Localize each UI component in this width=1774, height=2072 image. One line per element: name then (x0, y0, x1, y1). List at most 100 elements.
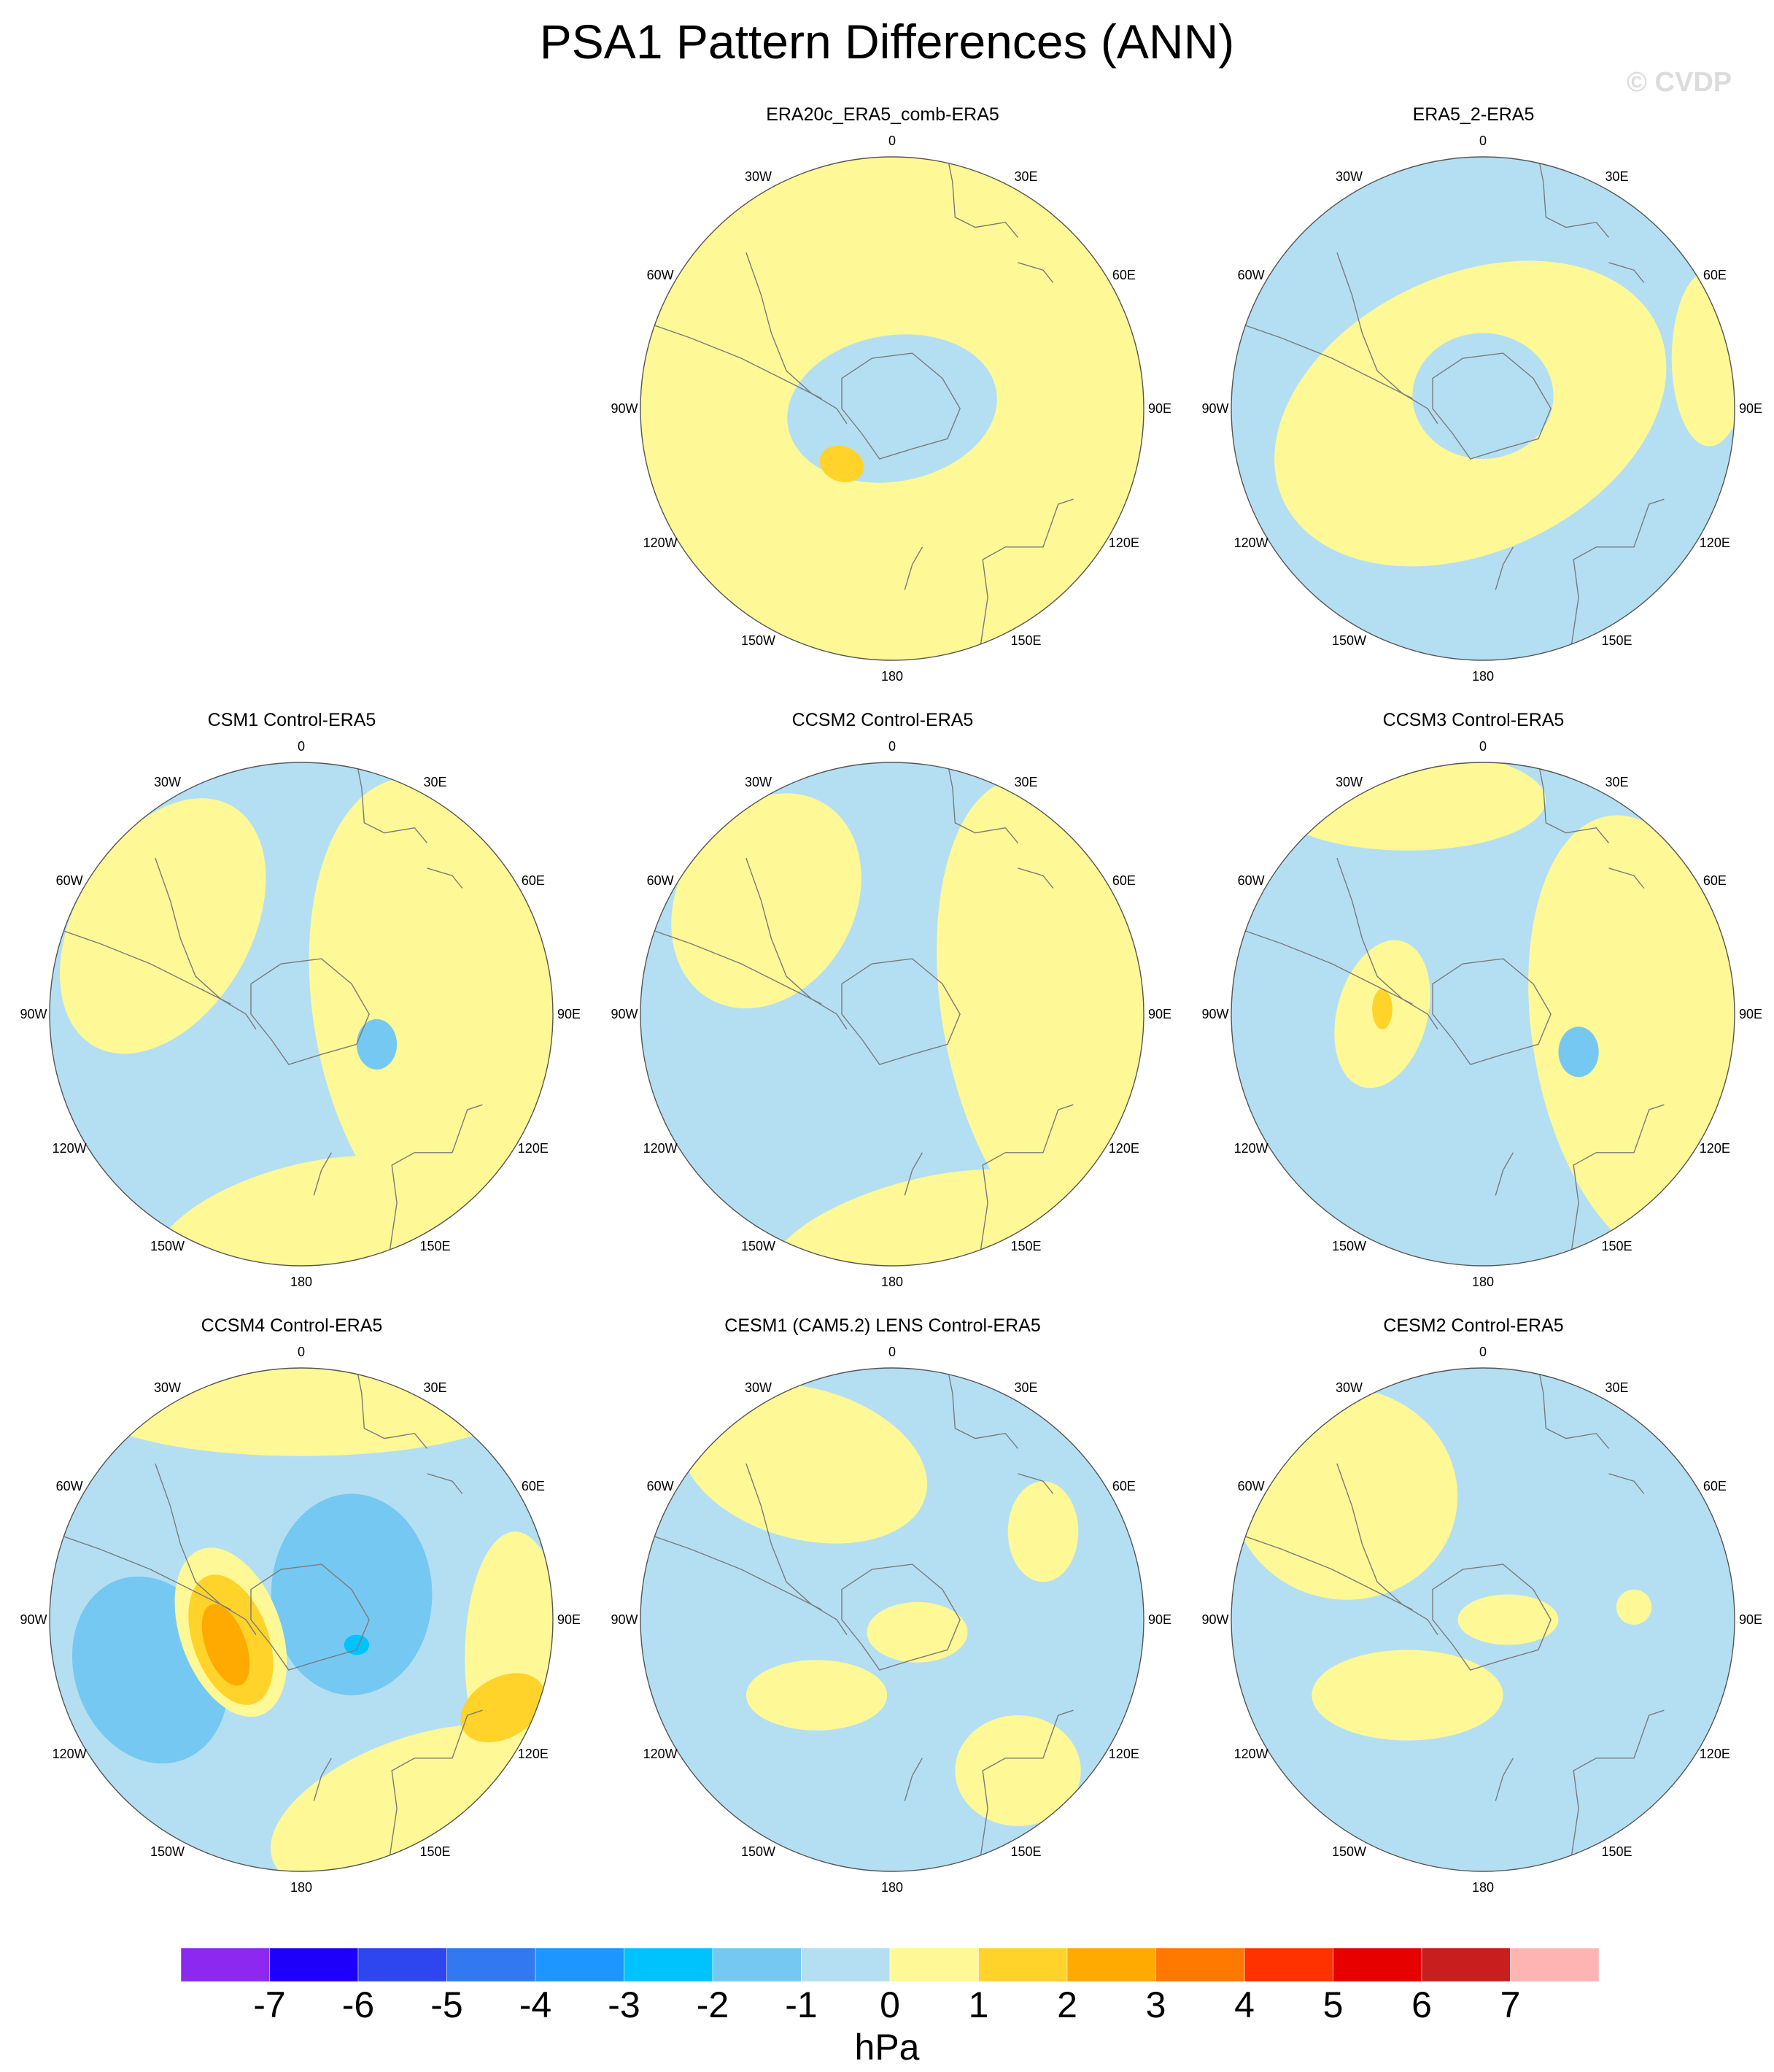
coastline (1608, 1473, 1645, 1494)
longitude-label: 90W (1201, 1007, 1229, 1021)
colorbar-tick-label: -2 (696, 1984, 729, 2025)
coastline (1608, 867, 1645, 889)
longitude-label: 90W (611, 1612, 638, 1627)
longitude-label: 30E (423, 775, 447, 790)
longitude-label: 180 (880, 1880, 904, 1895)
longitude-label: 0 (1479, 134, 1487, 148)
map-border (640, 156, 1144, 661)
longitude-label: 150W (150, 1844, 185, 1859)
colorbar-tick-label: 3 (1145, 1984, 1166, 2025)
longitude-label: 60E (521, 873, 545, 888)
coastline (1570, 1104, 1665, 1253)
panel-title: CCSM4 Control-ERA5 (201, 1315, 383, 1336)
longitude-label: 0 (297, 1345, 305, 1359)
longitude-label: 120E (1108, 1746, 1139, 1761)
longitude-label: 150E (1010, 1844, 1042, 1859)
longitude-label: 150W (1331, 633, 1367, 648)
longitude-label: 150W (740, 1844, 776, 1859)
longitude-label: 180 (880, 1275, 904, 1289)
longitude-label: 120W (1233, 1140, 1268, 1156)
coastline (1495, 1758, 1514, 1801)
colorbar-swatch (1333, 1948, 1422, 1982)
longitude-label: 120W (643, 535, 678, 550)
longitude-label: 60W (1237, 873, 1265, 888)
longitude-label: 150E (419, 1844, 451, 1859)
coastline (1432, 352, 1552, 460)
contour-region (819, 445, 864, 482)
contour-region (1007, 1481, 1079, 1582)
longitude-label: 30E (1605, 169, 1629, 185)
contour-region (356, 1018, 398, 1070)
map-panel: CSM1 Control-ERA5 0 30E 60E 90E 120E 150E 180 15… (7, 708, 581, 1306)
coastline (389, 1709, 483, 1859)
coastline (904, 546, 923, 590)
coastline (1432, 958, 1552, 1065)
map-border (1231, 156, 1735, 661)
longitude-label: 120W (1233, 1746, 1268, 1761)
longitude-label: 30W (153, 775, 181, 790)
coastline (155, 1463, 257, 1636)
contour-fields (50, 762, 553, 1266)
longitude-label: 30W (1335, 775, 1363, 790)
longitude-label: 150W (1331, 1844, 1367, 1859)
longitude-label: 30W (1335, 1380, 1363, 1396)
coastline (1538, 157, 1610, 238)
longitude-label: 90E (1738, 1007, 1763, 1021)
longitude-label: 90E (1738, 401, 1763, 416)
longitude-label: 90E (1738, 1612, 1763, 1627)
longitude-label: 30E (423, 1380, 447, 1396)
longitude-label: 180 (290, 1275, 313, 1289)
contour-region (87, 1368, 516, 1456)
coastline (427, 1473, 463, 1494)
colorbar-swatch (712, 1948, 802, 1982)
longitude-label: 120W (52, 1746, 87, 1761)
map-border (640, 1367, 1144, 1872)
colorbar-tick-label: -5 (430, 1984, 463, 2025)
coastline (1336, 857, 1438, 1030)
coastline (1018, 1473, 1054, 1494)
colorbar-tick-label: -7 (253, 1984, 286, 2025)
longitude-label: 120W (1233, 535, 1268, 550)
longitude-label: 90W (20, 1007, 47, 1021)
longitude-label: 150E (1601, 1238, 1632, 1253)
contour-region (1268, 762, 1546, 851)
map-panel: CESM1 (CAM5.2) LENS Control-ERA5 0 30E 60E 9… (598, 1313, 1171, 1911)
longitude-label: 90W (20, 1612, 47, 1627)
coastline (1608, 262, 1645, 283)
contour-region (1372, 989, 1393, 1029)
polar-map (640, 156, 1144, 661)
watermark: © CVDP (1627, 67, 1732, 98)
colorbar-tick-label: 5 (1322, 1984, 1344, 2025)
colorbar-swatch (1510, 1948, 1599, 1982)
longitude-label: 180 (1471, 1880, 1495, 1895)
coastline (1231, 1531, 1413, 1610)
longitude-label: 0 (888, 134, 896, 148)
longitude-label: 180 (1471, 669, 1495, 684)
longitude-label: 60W (646, 267, 674, 282)
coastline (745, 252, 848, 425)
longitude-label: 150E (1010, 633, 1042, 648)
page-title: PSA1 Pattern Differences (ANN) (539, 15, 1235, 69)
colorbar-tick-label: -4 (519, 1984, 552, 2025)
longitude-label: 90E (1147, 401, 1172, 416)
coastline (1570, 498, 1665, 648)
longitude-label: 180 (1471, 1275, 1495, 1289)
coastline (1432, 1563, 1552, 1671)
longitude-label: 150E (419, 1238, 451, 1253)
longitude-label: 120E (1699, 1746, 1730, 1761)
contour-region (681, 1383, 928, 1544)
longitude-label: 0 (1479, 739, 1487, 754)
contour-fields (640, 762, 1144, 1266)
longitude-label: 60E (1703, 267, 1727, 282)
colorbar-tick-label: 6 (1411, 1984, 1432, 2025)
colorbar-units: hPa (854, 2027, 920, 2068)
longitude-label: 0 (1479, 1345, 1487, 1359)
contour-region (201, 1604, 250, 1686)
colorbar-swatch (1066, 1948, 1156, 1982)
colorbar-swatch (978, 1948, 1068, 1982)
longitude-label: 180 (880, 669, 904, 684)
longitude-label: 60W (55, 873, 83, 888)
contour-region (460, 1673, 545, 1743)
contour-region (1671, 270, 1735, 447)
longitude-label: 120W (643, 1746, 678, 1761)
